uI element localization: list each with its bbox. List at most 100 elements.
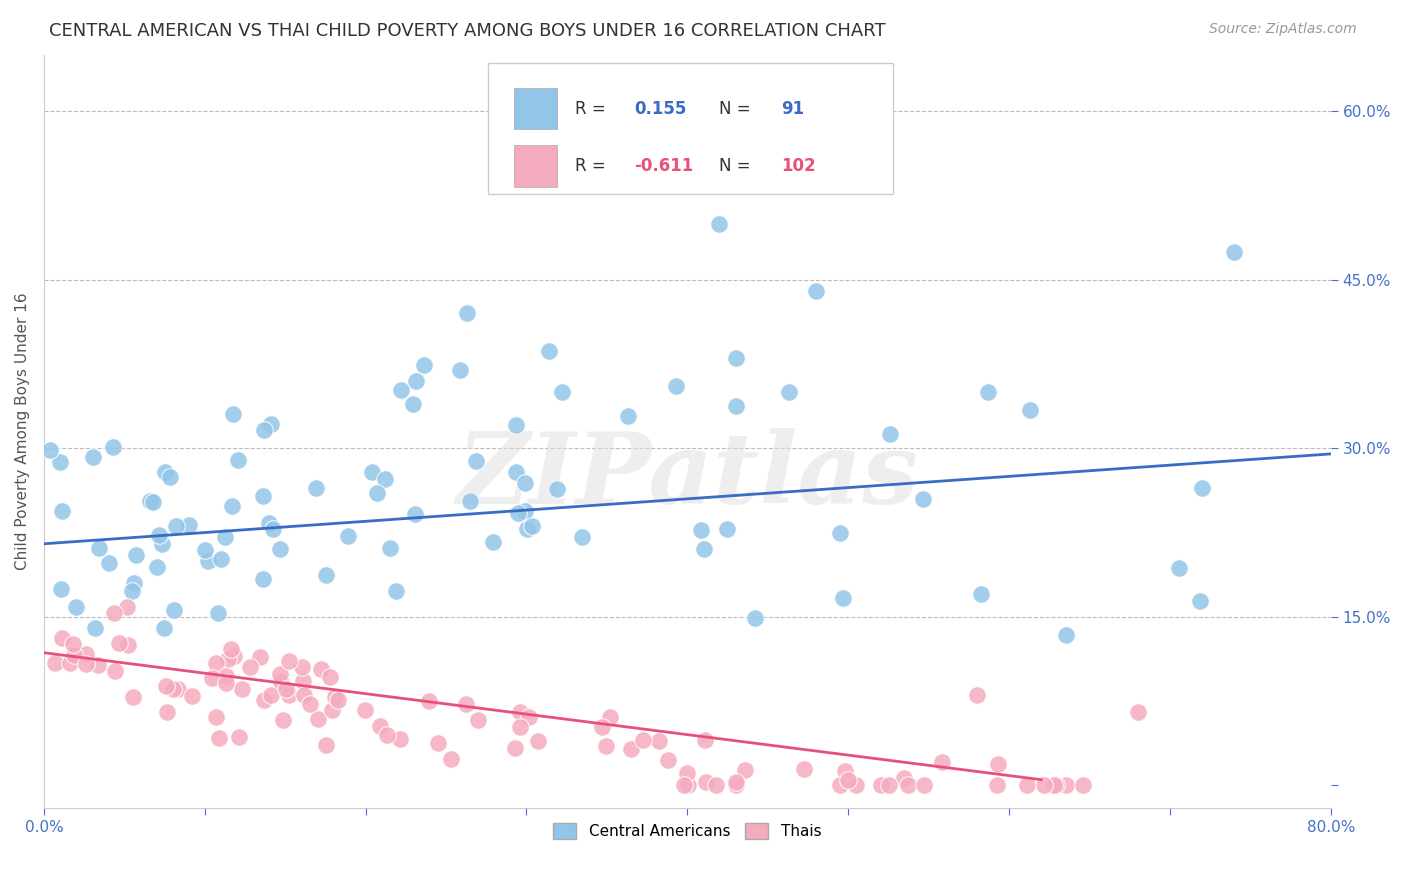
Text: 91: 91 <box>782 100 804 118</box>
Point <box>385 584 408 599</box>
Point <box>214 530 236 544</box>
Point <box>122 690 145 705</box>
Point <box>689 523 711 537</box>
Point <box>205 656 228 670</box>
Point <box>142 495 165 509</box>
Point <box>87 657 110 672</box>
Point <box>260 417 283 432</box>
Point <box>725 778 748 792</box>
Point <box>153 465 176 479</box>
Point <box>439 752 461 766</box>
Point <box>274 681 297 696</box>
Point <box>122 576 145 591</box>
Point <box>252 573 274 587</box>
Point <box>467 713 489 727</box>
Point <box>260 688 283 702</box>
Point <box>513 475 536 490</box>
Point <box>404 508 426 522</box>
Point <box>249 649 271 664</box>
Point <box>704 778 727 792</box>
Point <box>1054 627 1077 641</box>
Point <box>845 778 868 792</box>
Point <box>388 731 411 746</box>
Text: N =: N = <box>720 157 756 175</box>
Point <box>828 778 851 792</box>
Point <box>368 719 391 733</box>
Point <box>51 504 73 518</box>
Point <box>709 217 731 231</box>
Point <box>181 690 204 704</box>
Point <box>354 703 377 717</box>
Point <box>104 665 127 679</box>
Point <box>269 666 291 681</box>
Point <box>162 681 184 696</box>
Point <box>107 636 129 650</box>
Point <box>377 728 399 742</box>
Point <box>360 466 382 480</box>
Point <box>166 682 188 697</box>
Point <box>458 494 481 508</box>
Point <box>1167 560 1189 574</box>
Point <box>454 697 477 711</box>
Point <box>506 506 529 520</box>
Point <box>201 671 224 685</box>
Point <box>616 409 638 423</box>
Point <box>44 656 66 670</box>
Point <box>309 662 332 676</box>
Point <box>571 530 593 544</box>
Point <box>804 284 827 298</box>
Point <box>673 778 696 792</box>
Point <box>148 527 170 541</box>
Point <box>315 739 337 753</box>
Point <box>222 649 245 664</box>
Point <box>155 679 177 693</box>
Point <box>676 778 699 792</box>
Point <box>208 731 231 745</box>
Point <box>278 689 301 703</box>
Point <box>931 756 953 770</box>
Point <box>969 587 991 601</box>
Point <box>657 753 679 767</box>
Point <box>156 705 179 719</box>
Point <box>374 472 396 486</box>
Point <box>1032 778 1054 792</box>
Point <box>550 385 572 400</box>
Point <box>115 599 138 614</box>
Point <box>121 583 143 598</box>
Text: -0.611: -0.611 <box>634 157 693 175</box>
Point <box>292 673 315 688</box>
Point <box>49 455 72 469</box>
Point <box>215 669 238 683</box>
Point <box>693 733 716 747</box>
Point <box>695 775 717 789</box>
Point <box>513 504 536 518</box>
Text: ZIPatlas: ZIPatlas <box>456 428 918 524</box>
Text: N =: N = <box>720 100 756 118</box>
Point <box>987 757 1010 772</box>
Y-axis label: Child Poverty Among Boys Under 16: Child Poverty Among Boys Under 16 <box>15 293 30 570</box>
Point <box>893 771 915 785</box>
Point <box>262 522 284 536</box>
Point <box>505 465 527 479</box>
Point <box>207 606 229 620</box>
Text: Source: ZipAtlas.com: Source: ZipAtlas.com <box>1209 22 1357 37</box>
Point <box>516 522 538 536</box>
Point <box>197 554 219 568</box>
Point <box>366 486 388 500</box>
Point <box>389 383 412 397</box>
Point <box>153 621 176 635</box>
Point <box>1042 778 1064 792</box>
Point <box>219 642 242 657</box>
FancyBboxPatch shape <box>513 88 557 129</box>
Point <box>315 568 337 582</box>
Point <box>537 344 560 359</box>
Point <box>676 765 699 780</box>
Point <box>734 764 756 778</box>
Point <box>837 772 859 787</box>
Point <box>977 385 1000 400</box>
Point <box>724 399 747 413</box>
Point <box>84 621 107 635</box>
Point <box>520 519 543 533</box>
Point <box>328 693 350 707</box>
Point <box>426 736 449 750</box>
